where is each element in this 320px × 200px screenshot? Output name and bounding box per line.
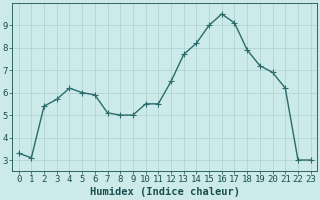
X-axis label: Humidex (Indice chaleur): Humidex (Indice chaleur) [90,187,240,197]
